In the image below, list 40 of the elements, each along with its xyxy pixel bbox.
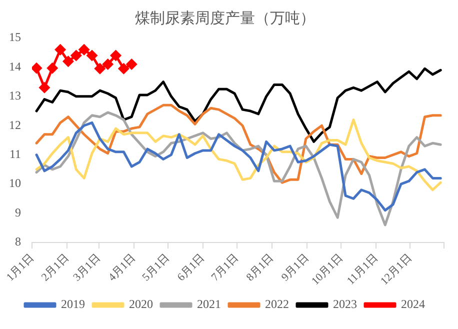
x-tick-label: 9月1日 — [279, 252, 312, 284]
x-tick-label: 2月1日 — [39, 252, 72, 284]
point — [70, 50, 82, 61]
point — [102, 59, 114, 70]
point — [62, 56, 74, 67]
point — [110, 50, 122, 61]
x-tick-label: 8月1日 — [244, 252, 276, 284]
legend-label: 2020 — [129, 297, 153, 312]
x-tick-label: 4月1日 — [106, 252, 138, 284]
x-tick-label: 3月1日 — [71, 252, 103, 284]
x-tick-label: 1月1日 — [4, 252, 36, 284]
legend-label: 2021 — [197, 297, 221, 312]
point — [32, 62, 42, 74]
legend-label: 2024 — [401, 297, 425, 312]
y-tick-label: 9 — [15, 205, 21, 220]
point — [86, 50, 98, 61]
y-tick-label: 11 — [9, 146, 21, 161]
point — [94, 63, 106, 74]
point — [126, 59, 137, 70]
y-tick-label: 14 — [9, 59, 21, 74]
legend-label: 2023 — [333, 297, 357, 312]
y-tick-label: 13 — [9, 88, 21, 103]
point — [39, 82, 50, 93]
point — [118, 63, 129, 74]
x-tick-label: 12月1日 — [378, 252, 414, 288]
chart-title: 煤制尿素周度产量（万吨） — [135, 8, 315, 27]
point — [47, 62, 58, 74]
y-tick-label: 10 — [9, 176, 21, 190]
x-tick-label: 10月1日 — [309, 252, 346, 288]
point — [78, 44, 90, 55]
y-tick-label: 15 — [9, 30, 21, 44]
point — [55, 44, 66, 55]
x-tick-label: 11月1日 — [344, 252, 380, 288]
y-tick-label: 8 — [15, 234, 21, 249]
x-tick-label: 5月1日 — [140, 252, 172, 284]
y-tick-label: 12 — [9, 118, 21, 132]
x-tick-label: 7月1日 — [209, 252, 242, 284]
legend-label: 2022 — [265, 297, 289, 312]
x-tick-label: 6月1日 — [175, 252, 208, 284]
legend-label: 2019 — [61, 297, 85, 312]
